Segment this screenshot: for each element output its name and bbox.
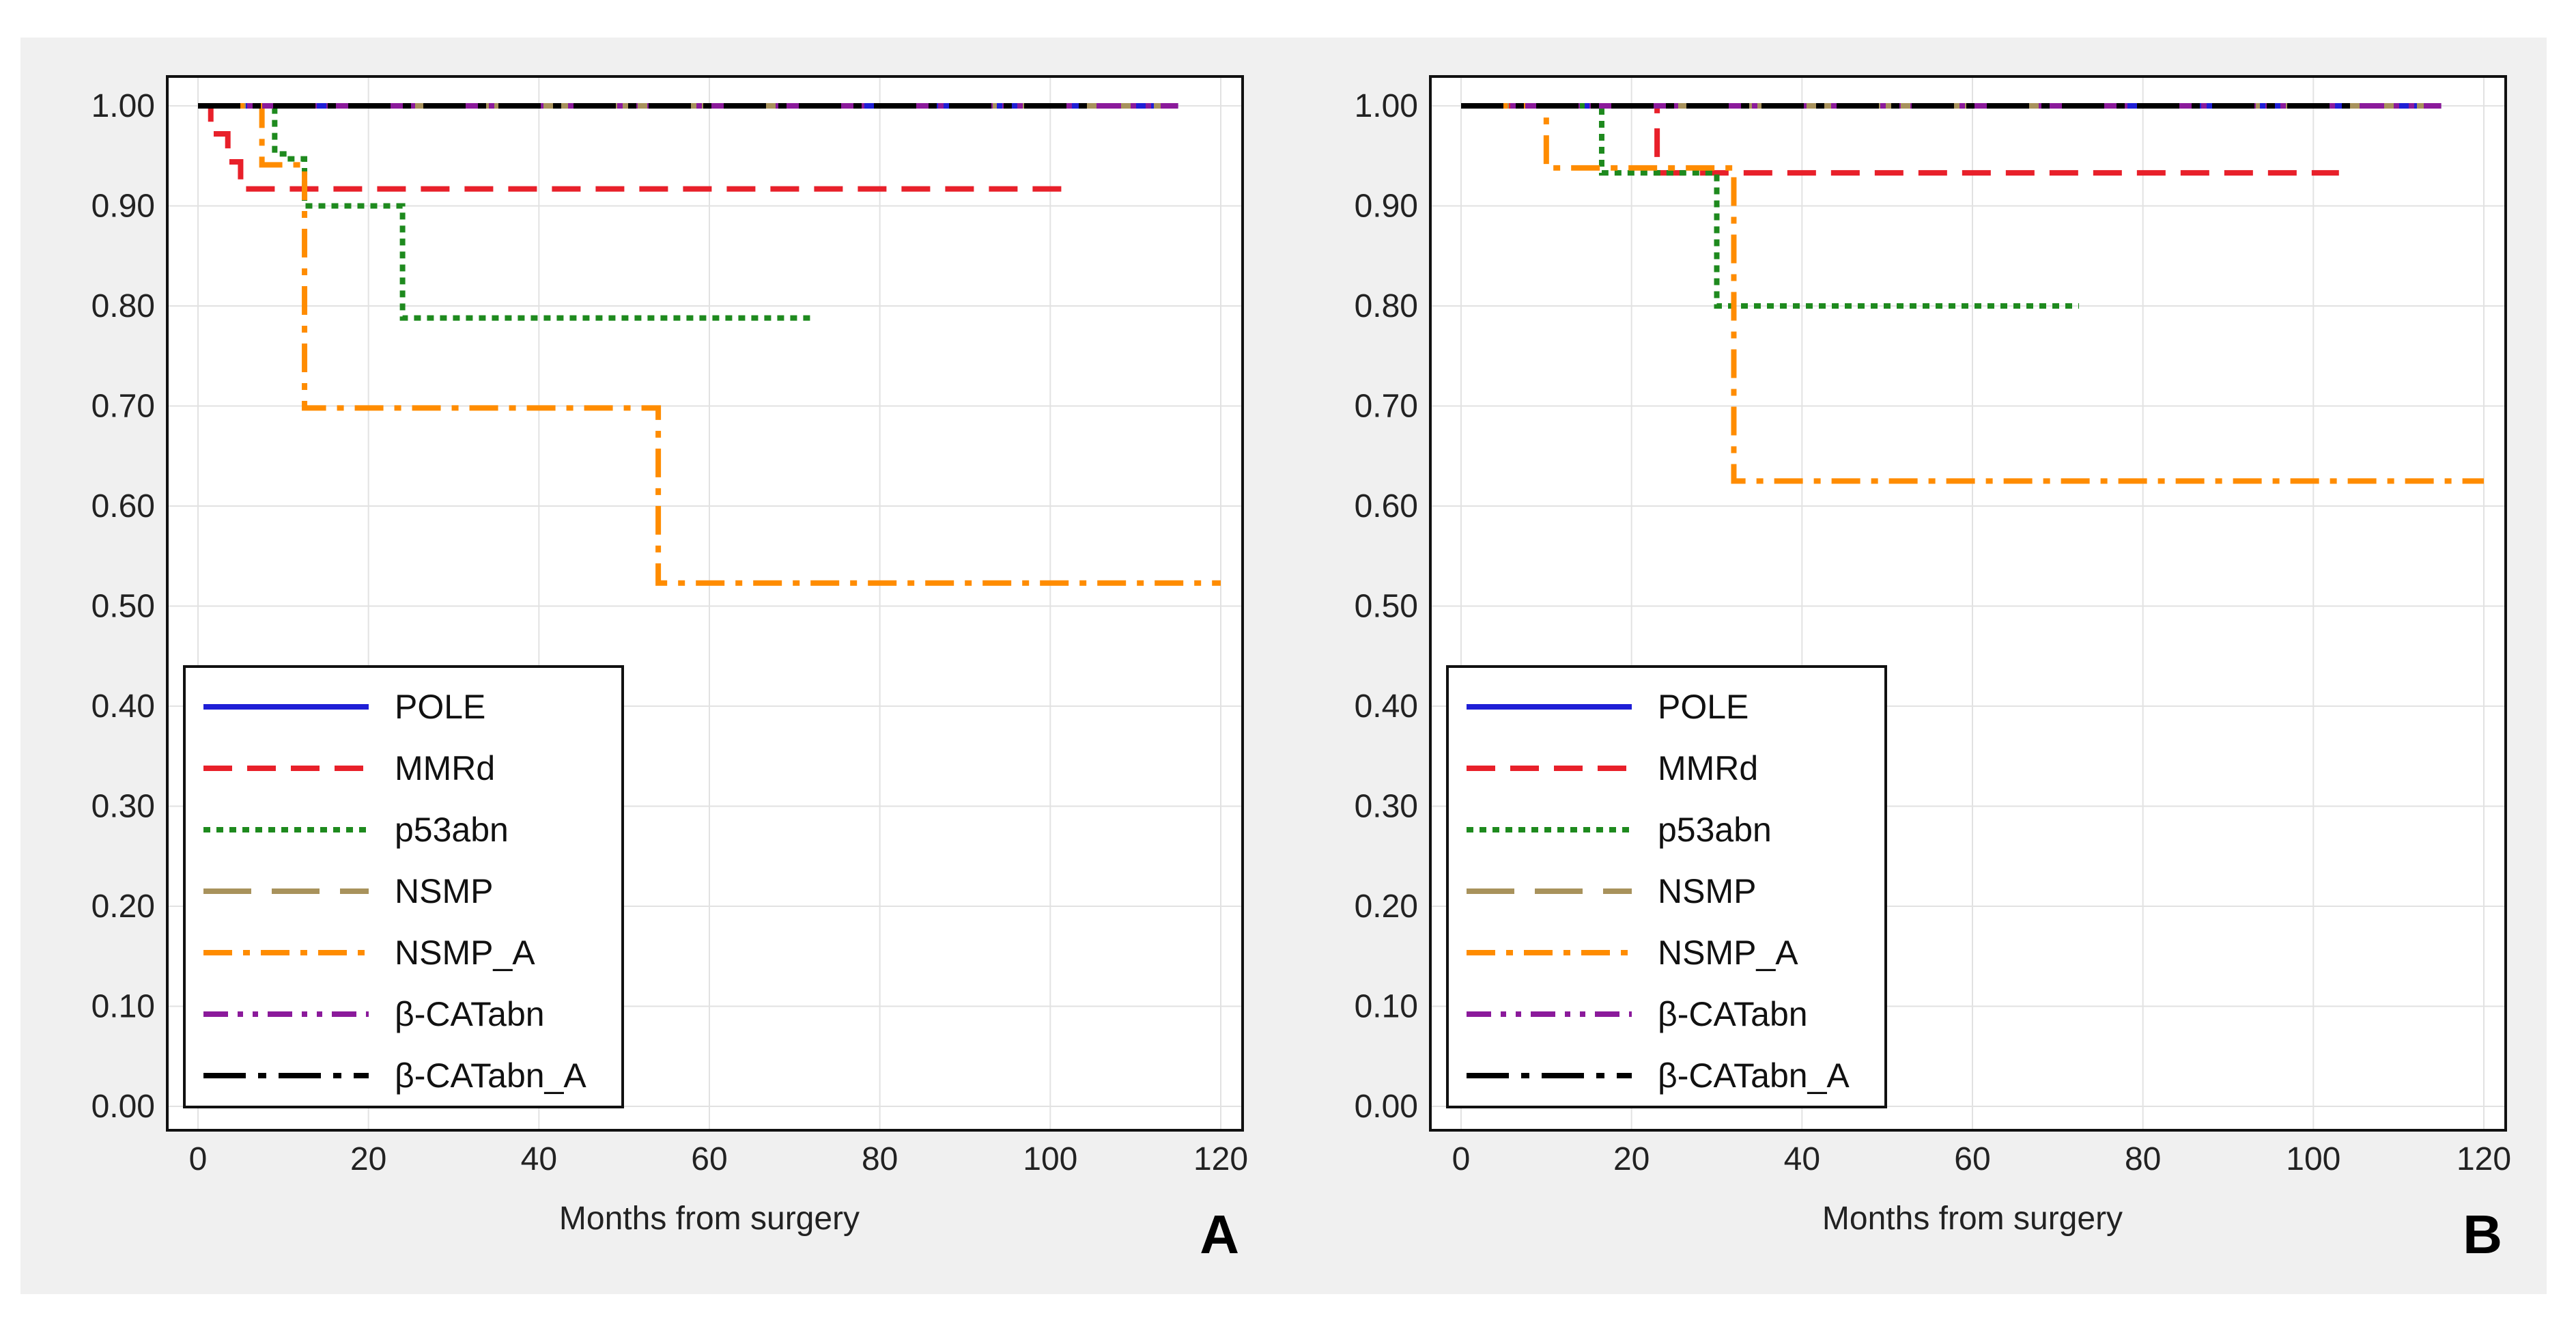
y-tick-label: 0.40 [1355, 688, 1418, 725]
legend-box [1446, 665, 1887, 1108]
y-tick-label: 0.60 [1355, 488, 1418, 524]
x-tick-label: 80 [862, 1141, 898, 1177]
legend-item: β-CATabn [203, 995, 545, 1033]
x-tick-label: 60 [691, 1141, 727, 1177]
y-tick-label: 0.80 [1355, 288, 1418, 324]
km-chart-b: 0.00 0.10 0.20 0.30 0.40 0.50 0.60 0.70 0.80 0.90… [1355, 75, 2511, 1265]
legend-item: p53abn [1467, 811, 1772, 849]
legend-label: β-CATabn_A [395, 1056, 586, 1095]
legend-item: NSMP_A [203, 934, 535, 972]
km-chart-a: 0.00 0.10 0.20 0.30 0.40 0.50 0.60 0.70 0.80 0.90… [91, 75, 1248, 1265]
x-tick-label: 120 [2457, 1141, 2511, 1177]
y-tick-label: 0.20 [91, 888, 155, 925]
y-tick-label: 0.20 [1355, 888, 1418, 925]
x-tick-label: 20 [1613, 1141, 1650, 1177]
x-tick-label: 40 [1784, 1141, 1820, 1177]
x-tick-label: 120 [1193, 1141, 1248, 1177]
legend-label: NSMP_A [395, 934, 535, 972]
legend-label: NSMP [395, 872, 493, 910]
series-group [198, 103, 1221, 586]
y-tick-label: 0.40 [91, 688, 155, 725]
legend: POLE MMRd p53abn NSMP NSMP_A β-CATabn β-CATabn… [183, 665, 624, 1108]
x-tick-label: 100 [2286, 1141, 2340, 1177]
legend-label: p53abn [1658, 811, 1772, 849]
y-tick-label: 0.90 [1355, 188, 1418, 225]
x-tick-label: 80 [2125, 1141, 2161, 1177]
x-tick-label: 40 [521, 1141, 557, 1177]
legend-item: NSMP_A [1467, 934, 1798, 972]
y-tick-label: 0.10 [1355, 989, 1418, 1025]
y-tick-label: 0.00 [1355, 1089, 1418, 1125]
y-tick-label: 0.30 [91, 789, 155, 825]
series-line-mmrd [198, 103, 1076, 192]
y-tick-label: 0.50 [91, 589, 155, 625]
panel-label: A [1200, 1204, 1239, 1265]
y-tick-label: 0.80 [91, 288, 155, 324]
legend-label: POLE [1658, 688, 1749, 726]
y-tick-label: 0.70 [91, 389, 155, 425]
legend-item: POLE [203, 688, 485, 726]
y-tick-label: 0.50 [1355, 589, 1418, 625]
panel-label: B [2463, 1204, 2502, 1265]
y-tick-label: 0.10 [91, 989, 155, 1025]
x-tick-label: 0 [189, 1141, 208, 1177]
legend-label: β-CATabn [395, 995, 545, 1033]
y-tick-label: 0.90 [91, 188, 155, 225]
y-tick-label: 0.30 [1355, 789, 1418, 825]
legend-label: NSMP_A [1658, 934, 1798, 972]
legend-item: p53abn [203, 811, 509, 849]
legend-item: β-CATabn_A [203, 1056, 586, 1095]
y-tick-label: 1.00 [91, 88, 155, 124]
legend-item: MMRd [1467, 749, 1758, 787]
legend-label: p53abn [395, 811, 509, 849]
series-line-nsmp-a [198, 103, 1221, 586]
legend-item: NSMP [203, 872, 493, 910]
legend-item: β-CATabn [1467, 995, 1808, 1033]
y-tick-label: 1.00 [1355, 88, 1418, 124]
legend-label: MMRd [1658, 749, 1758, 787]
plot-frame [1429, 75, 2507, 1132]
y-tick-label: 0.60 [91, 488, 155, 524]
x-axis-title: Months from surgery [1822, 1201, 2123, 1237]
legend: POLE MMRd p53abn NSMP NSMP_A β-CATabn β-CATabn… [1446, 665, 1887, 1108]
legend-item: β-CATabn_A [1467, 1056, 1850, 1095]
legend-label: POLE [395, 688, 485, 726]
x-axis-title: Months from surgery [559, 1201, 860, 1237]
legend-item: NSMP [1467, 872, 1756, 910]
x-tick-label: 20 [350, 1141, 386, 1177]
plot-frame [166, 75, 1244, 1132]
grid [167, 76, 1243, 1130]
x-tick-label: 100 [1023, 1141, 1077, 1177]
y-tick-label: 0.00 [91, 1089, 155, 1125]
legend-item: MMRd [203, 749, 495, 787]
legend-item: POLE [1467, 688, 1749, 726]
legend-label: β-CATabn_A [1658, 1056, 1850, 1095]
x-tick-label: 0 [1452, 1141, 1471, 1177]
x-tick-label: 60 [1954, 1141, 1990, 1177]
legend-box [183, 665, 624, 1108]
legend-label: β-CATabn [1658, 995, 1808, 1033]
legend-label: NSMP [1658, 872, 1756, 910]
legend-label: MMRd [395, 749, 495, 787]
series-group [1461, 103, 2484, 484]
y-tick-label: 0.70 [1355, 389, 1418, 425]
